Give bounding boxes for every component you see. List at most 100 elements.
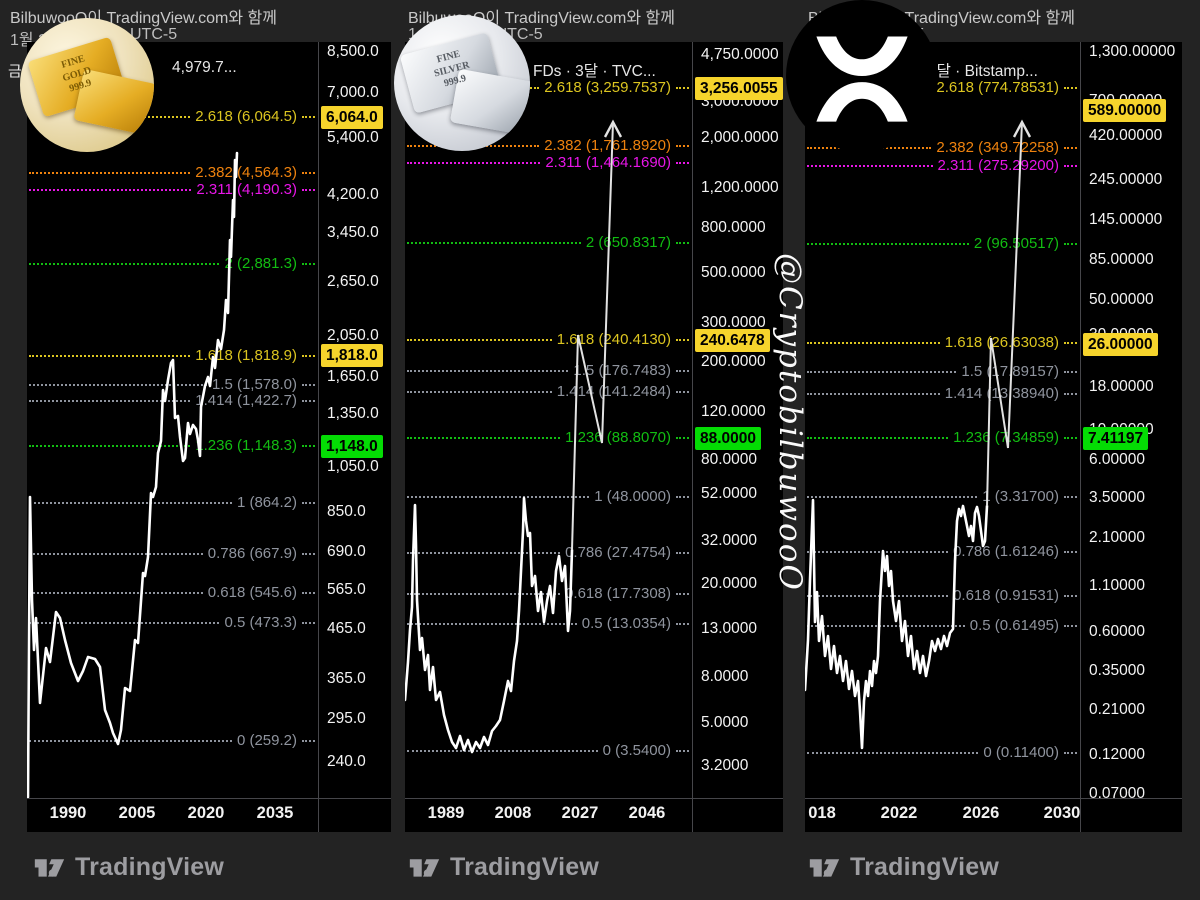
tradingview-logo-icon [809, 859, 840, 877]
time-axis-label: 2046 [628, 804, 666, 822]
chart-panel-silver: BilbuwooO이 TradingView.com와 함께 1 3:51 UT… [405, 0, 783, 900]
price-axis-label: 420.00000 [1089, 127, 1163, 144]
time-axis[interactable]: 1990 2005 2020 2035 [27, 799, 391, 832]
price-plot-area[interactable]: 1달 · Bitstamp... 2.618 (774.78531) 2.382 … [805, 42, 1080, 798]
fib-level-line[interactable]: 1 (864.2) [29, 492, 315, 514]
time-axis[interactable]: 1989 2008 2027 2046 [405, 799, 783, 832]
fib-level-label: 1.236 (7.34859) [953, 429, 1059, 446]
fib-dotted-line [807, 752, 979, 754]
fib-level-line[interactable]: 1.236 (1,148.3) [29, 435, 315, 457]
fib-level-line[interactable]: 1.5 (176.7483) [407, 360, 689, 382]
fib-level-line[interactable]: 1.414 (1,422.7) [29, 390, 315, 412]
fib-dotted-tail [1064, 342, 1077, 344]
price-axis-label: 3.50000 [1089, 489, 1146, 506]
fib-level-line[interactable]: 2.311 (275.29200) [807, 155, 1077, 177]
fib-dotted-line [29, 172, 191, 174]
fib-level-line[interactable]: 1.414 (141.2484) [407, 381, 689, 403]
fib-level-line[interactable]: 0.786 (27.4754) [407, 542, 689, 564]
price-tag-green: 7.41197 [1083, 427, 1149, 450]
fib-dotted-line [29, 263, 220, 265]
fib-level-line[interactable]: 1.618 (26.63038) [807, 332, 1077, 354]
tradingview-logo[interactable]: TradingView [33, 851, 224, 884]
price-axis-label: 1,350.0 [327, 405, 379, 422]
price-plot-area[interactable]: 4,979.7... 2.618 (6,064.5) 2.382 (4,564.3… [27, 42, 318, 798]
price-axis-label: 8,500.0 [327, 43, 379, 60]
fib-level-line[interactable]: 1.618 (1,818.9) [29, 345, 315, 367]
fib-dotted-tail [676, 593, 689, 595]
price-axis-label: 5.0000 [701, 714, 749, 731]
fib-dotted-line [407, 370, 569, 372]
price-axis-label: 4,750.0000 [701, 46, 779, 63]
price-axis-label: 0.12000 [1089, 746, 1146, 763]
fib-level-line[interactable]: 1 (3.31700) [807, 486, 1077, 508]
time-axis-label: 1990 [49, 804, 87, 822]
fib-dotted-tail [302, 263, 315, 265]
fib-level-line[interactable]: 2 (96.50517) [807, 233, 1077, 255]
price-tag-yellow: 240.6478 [695, 329, 770, 352]
fib-dotted-line [29, 592, 203, 594]
fib-level-line[interactable]: 1.236 (7.34859) [807, 427, 1077, 449]
symbol-title: 1달 · Bitstamp... [928, 63, 1038, 80]
fib-level-line[interactable]: 0.618 (0.91531) [807, 585, 1077, 607]
fib-dotted-tail [676, 370, 689, 372]
price-axis-label: 0.60000 [1089, 623, 1146, 640]
price-tag-yellow: 6,064.0 [321, 106, 383, 129]
fib-level-line[interactable]: 0.786 (1.61246) [807, 541, 1077, 563]
fib-dotted-tail [1064, 496, 1077, 498]
price-axis[interactable]: 4,750.0000 3,000.0000 2,000.0000 1,200.0000… [693, 42, 783, 798]
fib-dotted-line [29, 553, 203, 555]
fib-dotted-line [407, 391, 552, 393]
tradingview-logo[interactable]: TradingView [408, 851, 599, 884]
time-axis-label: 2022 [880, 804, 918, 822]
fib-level-line[interactable]: 0.5 (0.61495) [807, 615, 1077, 637]
tradingview-logo[interactable]: TradingView [808, 851, 999, 884]
fib-level-line[interactable]: 0.786 (667.9) [29, 543, 315, 565]
fib-level-label: 2.311 (1,464.1690) [545, 154, 671, 171]
fib-level-line[interactable]: 2.311 (1,464.1690) [407, 152, 689, 174]
fib-level-line[interactable]: 0 (259.2) [29, 730, 315, 752]
fib-dotted-tail [302, 355, 315, 357]
fib-level-line[interactable]: 1 (48.0000) [407, 486, 689, 508]
fib-level-line[interactable]: 1.414 (13.38940) [807, 383, 1077, 405]
fib-level-line[interactable]: 1.5 (17.89157) [807, 361, 1077, 383]
arrow-up-icon [1012, 119, 1032, 138]
time-axis[interactable]: 018 2022 2026 2030 [805, 799, 1182, 832]
fib-level-label: 1.414 (141.2484) [556, 383, 671, 400]
fib-dotted-line [807, 551, 949, 553]
fib-level-label: 0.786 (27.4754) [565, 544, 671, 561]
fib-dotted-line [29, 740, 232, 742]
time-axis-label: 2027 [561, 804, 599, 822]
fib-level-label: 0.5 (0.61495) [969, 617, 1059, 634]
price-axis[interactable]: 8,500.0 7,000.0 5,400.0 4,200.0 3,450.0 2,650… [319, 42, 391, 798]
fib-level-line[interactable]: 2.311 (4,190.3) [29, 179, 315, 201]
silver-bars-image: FINE SILVER 999.9 [394, 15, 530, 151]
fib-level-line[interactable]: 0.618 (17.7308) [407, 583, 689, 605]
price-plot-area[interactable]: FDs · 3달 · TVC... 2.618 (3,259.7537) 2.38… [405, 42, 692, 798]
fib-level-label: 0.618 (0.91531) [953, 587, 1059, 604]
fib-dotted-tail [1064, 752, 1077, 754]
fib-level-line[interactable]: 0.5 (13.0354) [407, 613, 689, 635]
fib-level-line[interactable]: 0.618 (545.6) [29, 582, 315, 604]
price-axis-label: 1.10000 [1089, 577, 1146, 594]
fib-dotted-line [29, 384, 207, 386]
fib-level-line[interactable]: 0 (3.5400) [407, 740, 689, 762]
fib-dotted-tail [1064, 165, 1077, 167]
time-axis-divider [805, 798, 1182, 799]
fib-level-line[interactable]: 2 (2,881.3) [29, 253, 315, 275]
fib-level-label: 1 (864.2) [236, 494, 297, 511]
fib-level-line[interactable]: 2 (650.8317) [407, 232, 689, 254]
price-axis-label: 1,200.0000 [701, 179, 779, 196]
fib-dotted-line [407, 552, 561, 554]
fib-level-line[interactable]: 0 (0.11400) [807, 742, 1077, 764]
fib-level-line[interactable]: 0.5 (473.3) [29, 612, 315, 634]
price-axis-label: 120.0000 [701, 403, 766, 420]
price-axis-label: 2.10000 [1089, 529, 1146, 546]
fib-dotted-tail [676, 145, 689, 147]
fib-level-line[interactable]: 1.618 (240.4130) [407, 329, 689, 351]
fib-dotted-tail [676, 437, 689, 439]
fib-dotted-tail [1064, 437, 1077, 439]
price-axis[interactable]: 1,300.00000700.00000420.00000245.0000014… [1081, 42, 1182, 802]
price-axis-label: 18.00000 [1089, 378, 1154, 395]
fib-level-line[interactable]: 1.236 (88.8070) [407, 427, 689, 449]
fib-dotted-tail [1064, 625, 1077, 627]
